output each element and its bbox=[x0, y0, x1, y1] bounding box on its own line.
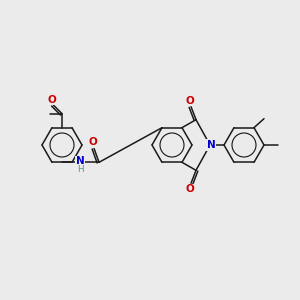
Text: O: O bbox=[186, 96, 194, 106]
Text: O: O bbox=[186, 184, 194, 194]
Text: N: N bbox=[76, 156, 84, 166]
Text: O: O bbox=[48, 95, 56, 105]
Text: N: N bbox=[207, 140, 215, 150]
Text: O: O bbox=[88, 137, 98, 147]
Text: H: H bbox=[77, 165, 83, 174]
